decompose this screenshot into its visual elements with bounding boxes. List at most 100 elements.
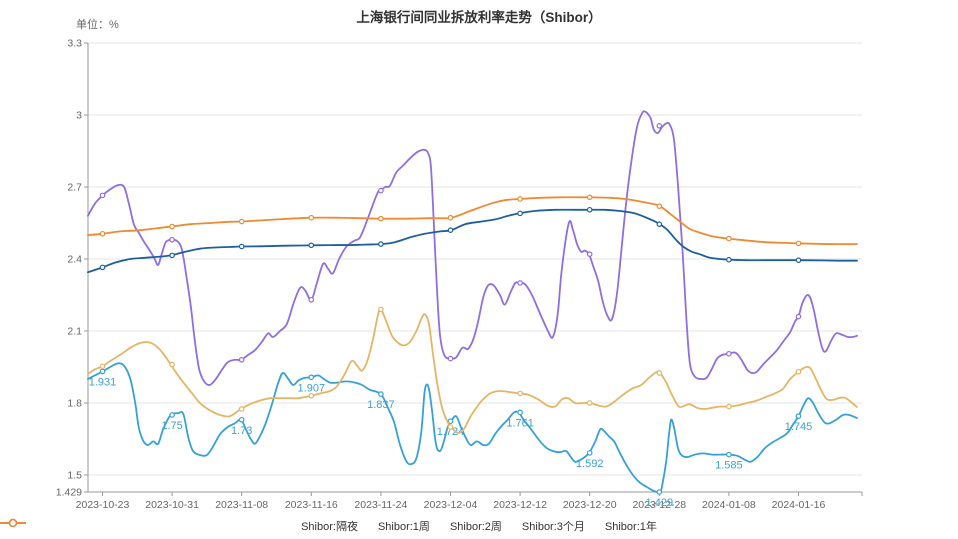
series-marker-0 <box>238 416 245 423</box>
series-marker-4 <box>795 240 802 247</box>
series-marker-2 <box>99 192 106 199</box>
series-marker-2 <box>795 313 802 320</box>
data-label: 1.75 <box>161 420 182 432</box>
series-marker-1 <box>99 363 106 370</box>
legend-label: Shibor:1周 <box>377 521 430 533</box>
x-tick-label: 2023-12-28 <box>632 499 686 511</box>
series-marker-0 <box>99 368 106 375</box>
data-label: 1.907 <box>298 382 326 394</box>
series-marker-3 <box>378 241 384 247</box>
x-tick-label: 2023-10-31 <box>145 499 199 511</box>
x-tick-label: 2023-12-04 <box>424 499 478 511</box>
series-marker-2 <box>586 251 593 257</box>
series-marker-0 <box>447 418 454 425</box>
data-label: 1.931 <box>89 377 117 389</box>
data-label: 1.745 <box>785 421 813 433</box>
series-marker-4 <box>99 230 106 237</box>
series-marker-1 <box>378 306 384 313</box>
legend-line-icon <box>0 518 26 528</box>
series-marker-2 <box>447 355 454 362</box>
series-marker-4 <box>308 214 315 221</box>
series-marker-0 <box>795 413 802 419</box>
series-marker-2 <box>238 356 245 363</box>
series-marker-0 <box>378 391 384 397</box>
series-marker-3 <box>586 206 593 213</box>
series-marker-4 <box>726 235 732 242</box>
x-tick-label: 2024-01-08 <box>702 499 756 511</box>
series-marker-2 <box>517 280 523 286</box>
series-marker-4 <box>586 194 593 201</box>
series-marker-3 <box>656 221 663 227</box>
legend-label: Shibor:2周 <box>449 521 502 533</box>
series-marker-4 <box>238 218 245 225</box>
x-tick-label: 2023-11-08 <box>215 499 268 511</box>
series-marker-2 <box>726 350 732 357</box>
legend-label: Shibor:1年 <box>604 521 657 533</box>
data-label: 1.73 <box>231 425 252 437</box>
series-marker-0 <box>308 374 315 381</box>
series-marker-3 <box>99 264 106 271</box>
x-tick-label: 2023-12-20 <box>563 499 617 511</box>
series-marker-2 <box>378 187 384 194</box>
series-marker-3 <box>795 257 802 263</box>
series-line-3 <box>87 208 858 274</box>
chart-legend: Shibor:隔夜 Shibor:1周 Shibor:2周 Shibor:3个月 Shi… <box>0 518 958 534</box>
y-tick-label: 1.429 <box>56 487 82 499</box>
x-tick-label: 2023-11-24 <box>354 499 407 511</box>
series-marker-3 <box>238 243 245 250</box>
x-tick-label: 2023-11-16 <box>285 499 338 511</box>
series-marker-1 <box>726 403 732 410</box>
series-marker-1 <box>447 424 454 430</box>
series-marker-3 <box>517 210 523 217</box>
legend-label: Shibor:隔夜 <box>301 521 358 533</box>
series-marker-2 <box>308 296 315 303</box>
series-marker-0 <box>169 412 175 418</box>
series-line-4 <box>87 196 858 246</box>
series-marker-0 <box>726 451 732 458</box>
chart-title: 上海银行间同业拆放利率走势（Shibor） <box>356 10 602 25</box>
x-tick-label: 2023-10-23 <box>76 499 130 511</box>
series-marker-3 <box>169 252 175 259</box>
series-marker-4 <box>656 203 663 209</box>
y-tick-label: 1.5 <box>67 469 82 481</box>
series-marker-2 <box>656 122 663 129</box>
series-marker-0 <box>656 489 663 495</box>
legend-item-4[interactable]: Shibor:1年 <box>0 518 657 534</box>
series-marker-1 <box>795 368 802 375</box>
series-marker-0 <box>586 450 593 456</box>
legend-item-0[interactable]: Shibor:隔夜 <box>0 518 358 534</box>
legend-label: Shibor:3个月 <box>521 521 585 533</box>
y-tick-label: 2.1 <box>67 325 82 337</box>
series-marker-1 <box>656 370 663 376</box>
series-marker-1 <box>586 400 593 406</box>
series-marker-1 <box>238 406 245 412</box>
series-marker-1 <box>517 390 523 397</box>
x-tick-label: 2024-01-16 <box>772 499 826 511</box>
series-marker-4 <box>378 215 384 222</box>
series-marker-3 <box>447 227 454 233</box>
y-tick-label: 2.7 <box>67 181 82 193</box>
data-label: 1.761 <box>506 417 534 429</box>
series-line-1 <box>87 308 858 434</box>
series-marker-3 <box>308 242 315 249</box>
legend-item-3[interactable]: Shibor:3个月 <box>0 518 585 534</box>
y-tick-label: 3 <box>76 109 82 121</box>
data-label: 1.585 <box>715 460 743 472</box>
series-marker-0 <box>517 409 523 416</box>
data-label: 1.837 <box>367 399 395 411</box>
y-tick-label: 3.3 <box>67 38 82 50</box>
x-tick-label: 2023-12-12 <box>493 499 547 511</box>
series-marker-1 <box>308 392 315 399</box>
data-label: 1.592 <box>576 458 604 470</box>
series-marker-3 <box>726 256 732 263</box>
y-tick-label: 1.8 <box>67 397 82 409</box>
unit-label: 单位：% <box>76 19 119 31</box>
data-label: 1.429 <box>646 497 674 509</box>
series-marker-4 <box>517 196 523 202</box>
legend-item-2[interactable]: Shibor:2周 <box>0 518 502 534</box>
series-marker-1 <box>169 361 175 368</box>
data-label: 1.724 <box>437 426 465 438</box>
legend-item-1[interactable]: Shibor:1周 <box>0 518 430 534</box>
